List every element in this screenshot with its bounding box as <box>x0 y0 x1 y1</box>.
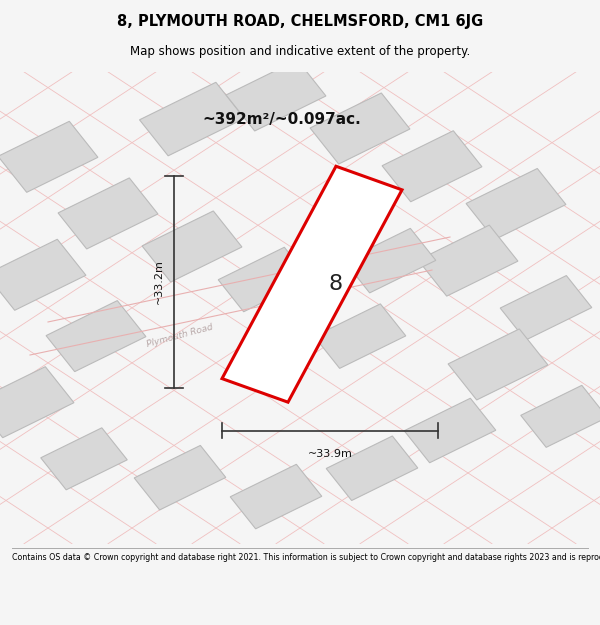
Polygon shape <box>326 436 418 501</box>
Polygon shape <box>222 166 402 402</box>
Polygon shape <box>142 211 242 282</box>
Text: ~33.9m: ~33.9m <box>308 449 352 459</box>
Text: ~33.2m: ~33.2m <box>154 259 164 304</box>
Polygon shape <box>230 464 322 529</box>
Text: Plymouth Road: Plymouth Road <box>146 323 214 349</box>
Polygon shape <box>466 169 566 239</box>
Polygon shape <box>314 304 406 368</box>
Polygon shape <box>0 239 86 310</box>
Polygon shape <box>521 386 600 448</box>
Polygon shape <box>41 428 127 490</box>
Polygon shape <box>134 446 226 510</box>
Text: 8, PLYMOUTH ROAD, CHELMSFORD, CM1 6JG: 8, PLYMOUTH ROAD, CHELMSFORD, CM1 6JG <box>117 14 483 29</box>
Polygon shape <box>382 131 482 202</box>
Polygon shape <box>500 276 592 340</box>
Polygon shape <box>448 329 548 400</box>
Text: ~392m²/~0.097ac.: ~392m²/~0.097ac. <box>203 111 361 126</box>
Polygon shape <box>226 60 326 131</box>
Polygon shape <box>218 248 310 312</box>
Text: Map shows position and indicative extent of the property.: Map shows position and indicative extent… <box>130 45 470 58</box>
Polygon shape <box>0 121 98 192</box>
Polygon shape <box>140 82 244 156</box>
Polygon shape <box>418 225 518 296</box>
Polygon shape <box>58 178 158 249</box>
Polygon shape <box>344 228 436 293</box>
Polygon shape <box>0 367 74 438</box>
Text: 8: 8 <box>329 274 343 294</box>
Polygon shape <box>404 398 496 462</box>
Polygon shape <box>46 301 146 372</box>
Polygon shape <box>310 93 410 164</box>
Text: Contains OS data © Crown copyright and database right 2021. This information is : Contains OS data © Crown copyright and d… <box>12 554 600 562</box>
